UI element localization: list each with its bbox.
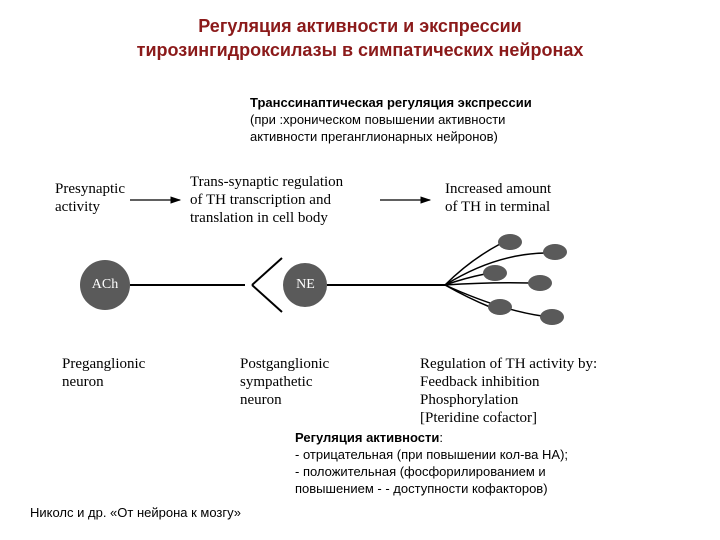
synapse-lower <box>252 285 282 312</box>
annotation-top: Транссинаптическая регуляция экспрессии … <box>250 95 600 146</box>
label-presynaptic: Presynapticactivity <box>55 180 125 216</box>
terminal-2 <box>543 244 567 260</box>
annot-top-bold: Транссинаптическая регуляция экспрессии <box>250 95 532 110</box>
ach-label: ACh <box>90 277 120 293</box>
label-postganglionic: Postganglionicsympatheticneuron <box>240 355 329 409</box>
title-line1: Регуляция активности и экспрессии <box>198 16 521 36</box>
branch-4 <box>445 283 530 285</box>
title-line2: тирозингидроксилазы в симпатических нейр… <box>137 40 584 60</box>
label-preganglionic: Preganglionicneuron <box>62 355 145 391</box>
branch-3 <box>445 274 485 285</box>
terminal-4 <box>528 275 552 291</box>
branch-2 <box>445 253 545 285</box>
label-increased-th: Increased amountof TH in terminal <box>445 180 551 216</box>
branch-6 <box>445 285 542 316</box>
ne-label: NE <box>293 277 318 293</box>
citation: Николс и др. «От нейрона к мозгу» <box>30 505 241 520</box>
annot-bot-line1: - отрицательная (при повышении кол-ва НА… <box>295 447 568 462</box>
annot-top-line2: активности преганглионарных нейронов) <box>250 129 498 144</box>
annot-bot-line3: повышением - - доступности кофакторов) <box>295 481 548 496</box>
label-transsynaptic: Trans-synaptic regulationof TH transcrip… <box>190 173 343 227</box>
annotation-bottom: Регуляция активности: - отрицательная (п… <box>295 430 655 498</box>
branch-1 <box>445 244 500 285</box>
branch-5 <box>445 285 490 307</box>
terminal-5 <box>488 299 512 315</box>
annot-bot-bold: Регуляция активности <box>295 430 439 445</box>
page-title: Регуляция активности и экспрессии тирози… <box>0 0 720 71</box>
synapse-upper <box>252 258 282 285</box>
annot-bot-line2: - положительная (фосфорилированием и <box>295 464 546 479</box>
label-regulation-list: Regulation of TH activity by:Feedback in… <box>420 355 597 427</box>
terminal-1 <box>498 234 522 250</box>
annot-top-line1: (при :хроническом повышении активности <box>250 112 505 127</box>
terminal-3 <box>483 265 507 281</box>
terminal-6 <box>540 309 564 325</box>
